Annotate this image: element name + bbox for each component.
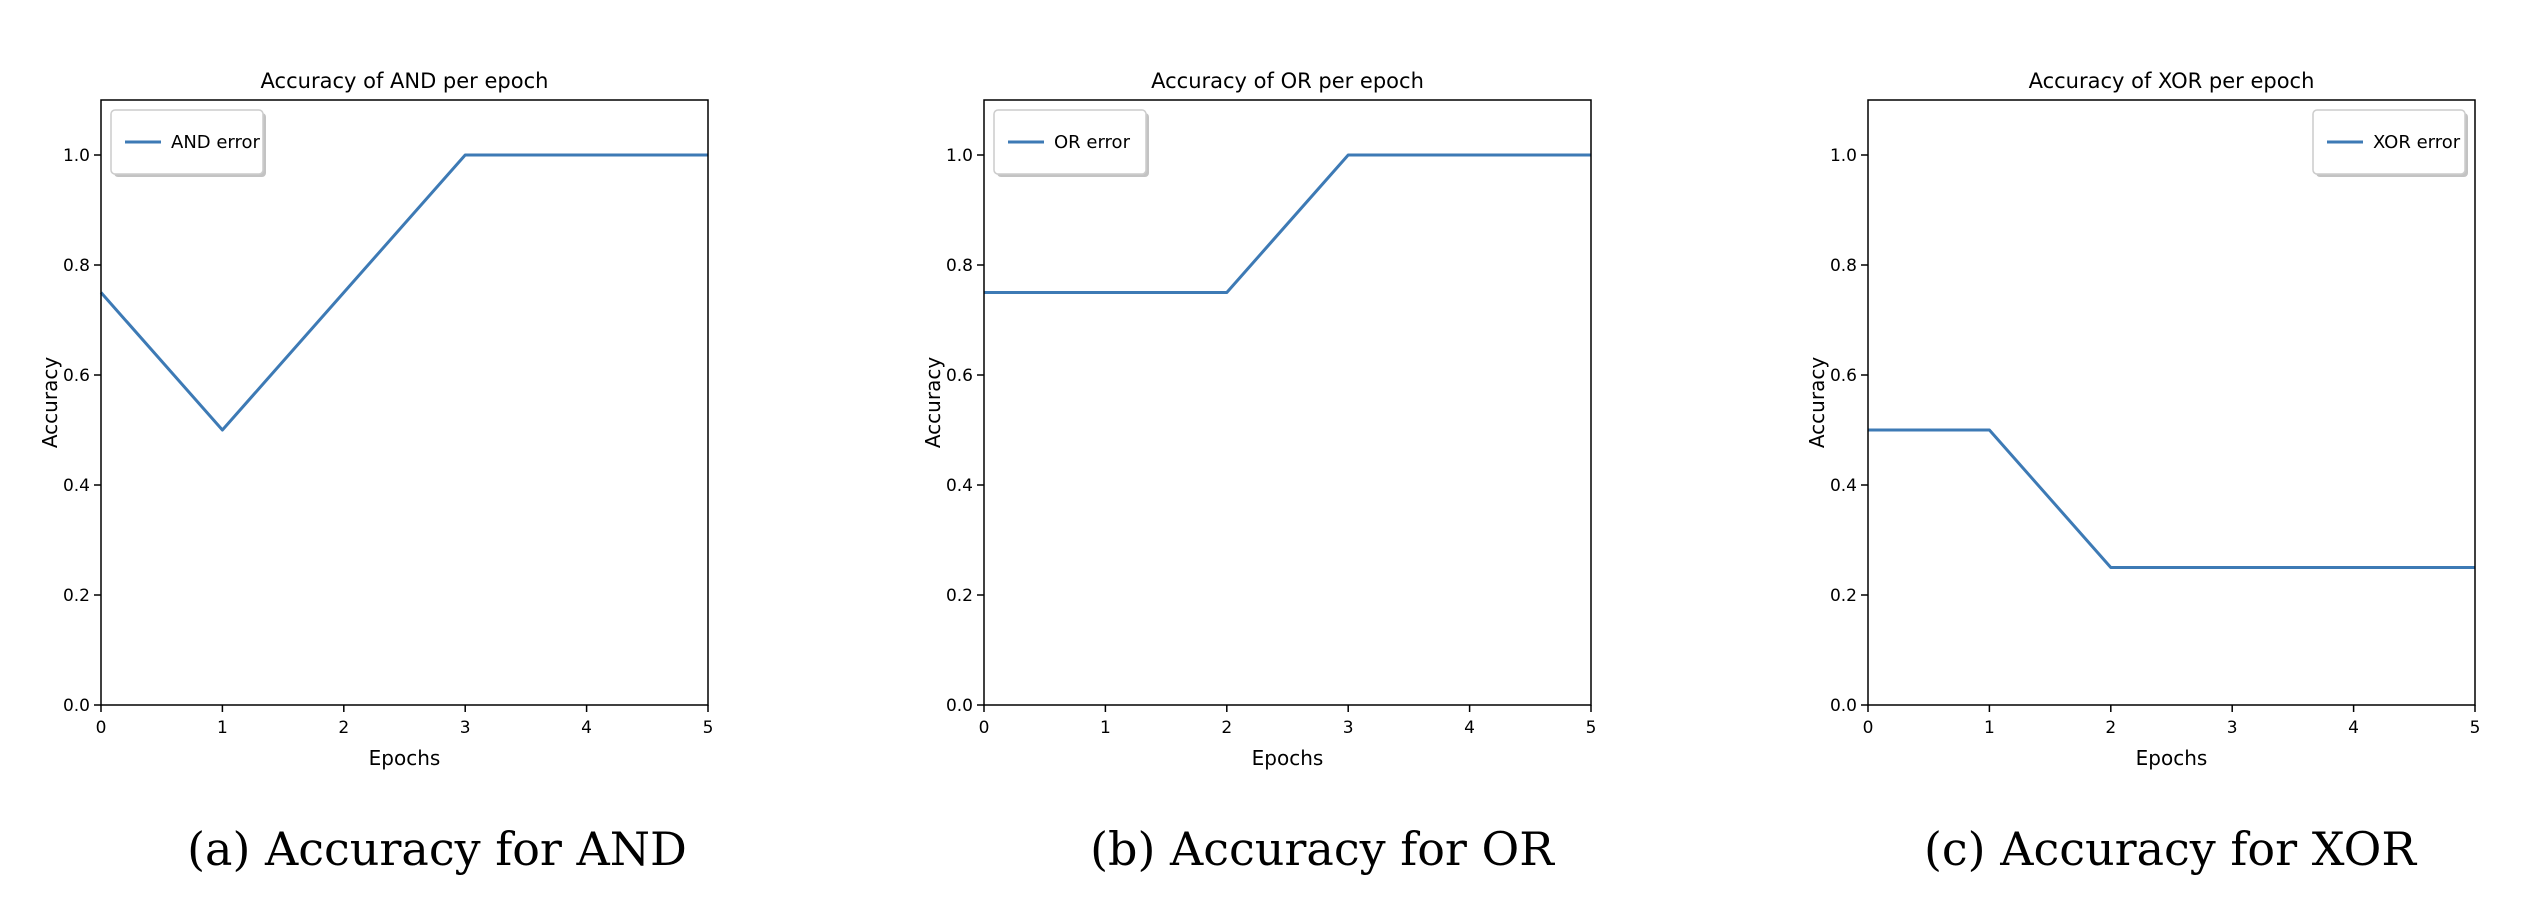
y-tick-label: 0.2 <box>1830 586 1857 606</box>
chart-title: Accuracy of OR per epoch <box>1151 69 1424 93</box>
x-tick-label: 0 <box>96 718 107 738</box>
x-tick-label: 3 <box>460 718 471 738</box>
y-tick-label: 0.8 <box>1830 256 1857 276</box>
chart-title: Accuracy of AND per epoch <box>261 69 549 93</box>
figure-caption: (a) Accuracy for AND <box>187 822 687 876</box>
plot-frame <box>1867 99 2476 706</box>
x-tick-label: 4 <box>1464 718 1475 738</box>
series-line <box>99 153 708 432</box>
plot-frame <box>983 99 1592 706</box>
figure-caption: (b) Accuracy for OR <box>1090 822 1555 876</box>
x-tick-label: 3 <box>2227 718 2238 738</box>
x-tick-label: 1 <box>1100 718 1111 738</box>
y-tick-label: 0.8 <box>946 256 973 276</box>
x-axis-label: Epochs <box>369 746 441 770</box>
x-tick-label: 3 <box>1343 718 1354 738</box>
y-tick-label: 0.2 <box>946 586 973 606</box>
x-tick-label: 2 <box>2105 718 2116 738</box>
legend-box <box>2312 109 2466 175</box>
x-tick-label: 1 <box>1984 718 1995 738</box>
series-line <box>984 153 1591 294</box>
chart-panel-1: Accuracy of OR per epoch 0 1 2 3 4 5 0.0 0.2 0.4 0… <box>921 69 1596 876</box>
y-tick-label: 0.4 <box>63 476 90 496</box>
y-tick-label: 1.0 <box>1830 146 1857 166</box>
y-axis-label: Accuracy <box>38 357 62 448</box>
y-tick-label: 0.0 <box>63 696 90 716</box>
series-line <box>1868 428 2475 569</box>
x-tick-label: 0 <box>1863 718 1874 738</box>
x-tick-label: 2 <box>1221 718 1232 738</box>
y-tick-label: 1.0 <box>63 146 90 166</box>
y-tick-label: 0.4 <box>1830 476 1857 496</box>
legend-label: AND error <box>171 132 261 153</box>
x-tick-label: 0 <box>979 718 990 738</box>
x-tick-label: 4 <box>581 718 592 738</box>
chart-title: Accuracy of XOR per epoch <box>2029 69 2315 93</box>
y-tick-label: 0.8 <box>63 256 90 276</box>
x-tick-label: 5 <box>2470 718 2481 738</box>
x-tick-label: 5 <box>703 718 714 738</box>
y-axis-label: Accuracy <box>1805 357 1829 448</box>
y-axis-label: Accuracy <box>921 357 945 448</box>
plot-frame <box>100 99 709 706</box>
legend-box <box>993 109 1147 175</box>
y-tick-label: 0.4 <box>946 476 973 496</box>
y-tick-label: 0.2 <box>63 586 90 606</box>
chart-panel-0: Accuracy of AND per epoch 0 1 2 3 4 5 0.0 0.2 0.4… <box>38 69 713 876</box>
legend-label: OR error <box>1054 132 1131 153</box>
x-axis-label: Epochs <box>2136 746 2208 770</box>
x-tick-label: 4 <box>2348 718 2359 738</box>
y-tick-label: 0.6 <box>946 366 973 386</box>
y-tick-label: 0.6 <box>1830 366 1857 386</box>
y-tick-label: 0.0 <box>1830 696 1857 716</box>
y-tick-label: 1.0 <box>946 146 973 166</box>
y-tick-label: 0.0 <box>946 696 973 716</box>
chart-panel-2: Accuracy of XOR per epoch 0 1 2 3 4 5 0.0 0.2 0.4… <box>1805 69 2480 876</box>
legend-label: XOR error <box>2373 132 2461 153</box>
x-tick-label: 2 <box>338 718 349 738</box>
x-tick-label: 1 <box>217 718 228 738</box>
x-axis-label: Epochs <box>1252 746 1324 770</box>
x-tick-label: 5 <box>1586 718 1597 738</box>
y-tick-label: 0.6 <box>63 366 90 386</box>
legend-box <box>110 109 264 175</box>
figure-caption: (c) Accuracy for XOR <box>1924 822 2417 876</box>
